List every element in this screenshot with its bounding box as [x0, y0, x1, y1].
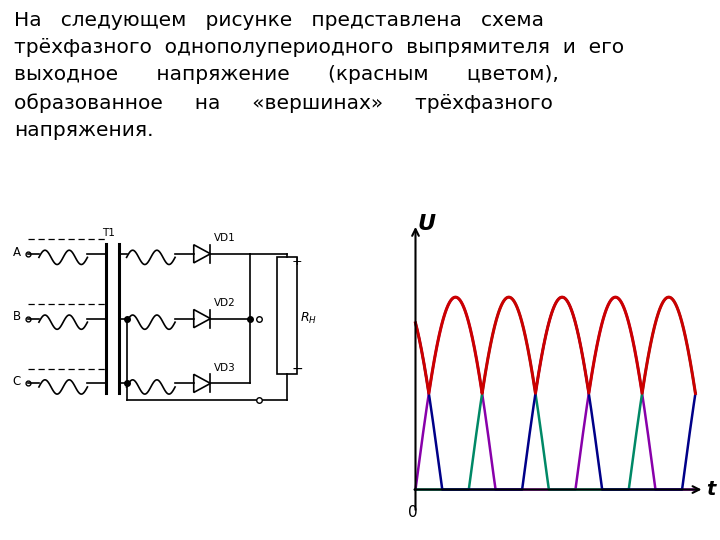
- Text: VD3: VD3: [215, 363, 236, 373]
- Text: +: +: [292, 255, 302, 268]
- Text: −: −: [292, 362, 303, 376]
- Text: VD1: VD1: [215, 233, 236, 244]
- Text: B: B: [13, 310, 21, 323]
- Text: U: U: [418, 214, 436, 234]
- Text: VD2: VD2: [215, 298, 236, 308]
- Text: t: t: [706, 480, 716, 499]
- Text: T1: T1: [102, 228, 115, 238]
- Bar: [276, 257, 297, 374]
- Text: A: A: [13, 246, 21, 259]
- Text: 0: 0: [408, 505, 418, 520]
- Text: C: C: [13, 375, 21, 388]
- Text: $R_H$: $R_H$: [300, 311, 317, 326]
- Text: На   следующем   рисунке   представлена   схема
трёхфазного  однополупериодного : На следующем рисунке представлена схема …: [14, 11, 624, 140]
